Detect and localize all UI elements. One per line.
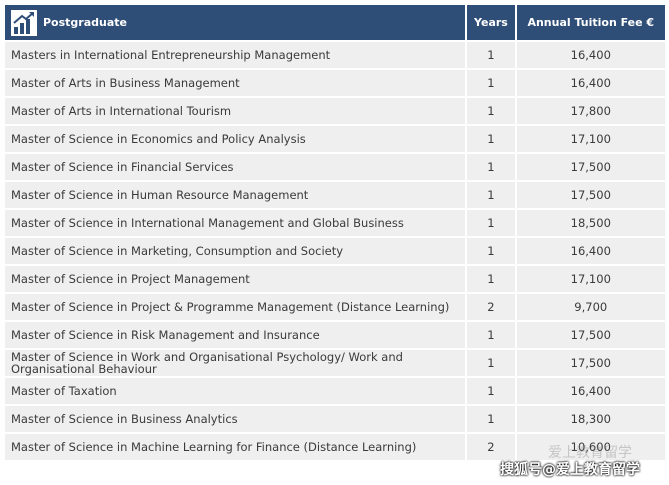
table-body: Masters in International Entrepreneurshi… — [5, 42, 665, 460]
fee-cell: 16,400 — [516, 378, 665, 404]
years-cell: 1 — [467, 154, 515, 180]
program-cell: Masters in International Entrepreneurshi… — [5, 42, 466, 68]
header-cell: Postgraduate — [5, 5, 466, 40]
table-row: Masters in International Entrepreneurshi… — [5, 42, 665, 68]
table-row: Master of Arts in International Tourism 1… — [5, 98, 665, 124]
program-cell: Master of Science in Financial Services — [5, 154, 466, 180]
header-row: Postgraduate Years Annual Tuition Fee € — [5, 5, 665, 40]
program-cell: Master of Science in Project & Programme… — [5, 294, 466, 320]
program-cell: Master of Taxation — [5, 378, 466, 404]
program-cell: Master of Science in Machine Learning fo… — [5, 434, 466, 460]
watermark: 爱上教育留学 — [548, 445, 632, 461]
table-row: Master of Science in Work and Organisati… — [5, 350, 665, 376]
program-cell: Master of Arts in International Tourism — [5, 98, 466, 124]
table-row: Master of Science in Machine Learning fo… — [5, 434, 665, 460]
program-cell: Master of Science in Human Resource Mana… — [5, 182, 466, 208]
program-cell: Master of Science in International Manag… — [5, 210, 466, 236]
years-cell: 1 — [467, 98, 515, 124]
years-cell: 1 — [467, 238, 515, 264]
fee-cell: 17,100 — [516, 266, 665, 292]
program-cell: Master of Arts in Business Management — [5, 70, 466, 96]
years-cell: 1 — [467, 70, 515, 96]
program-cell: Master of Science in Risk Management and… — [5, 322, 466, 348]
table-row: Master of Science in Project & Programme… — [5, 294, 665, 320]
years-cell: 1 — [467, 126, 515, 152]
fee-cell: 17,500 — [516, 322, 665, 348]
fee-cell: 18,300 — [516, 406, 665, 432]
table-row: Master of Science in Economics and Polic… — [5, 126, 665, 152]
table-row: Master of Science in International Manag… — [5, 210, 665, 236]
watermark: 搜狐号@爱上教育留学 — [500, 462, 640, 478]
years-cell: 1 — [467, 406, 515, 432]
header-cell: Annual Tuition Fee € — [516, 5, 665, 40]
years-cell: 1 — [467, 210, 515, 236]
table-row: Master of Arts in Business Management 1 16… — [5, 70, 665, 96]
fee-cell: 17,500 — [516, 154, 665, 180]
table-row: Master of Science in Risk Management and… — [5, 322, 665, 348]
table-row: Master of Science in Business Analytics 1… — [5, 406, 665, 432]
years-cell: 1 — [467, 266, 515, 292]
header-cell: Years — [467, 5, 515, 40]
years-cell: 2 — [467, 434, 515, 460]
fee-cell: 17,500 — [516, 182, 665, 208]
table-row: Master of Taxation 1 16,400 — [5, 378, 665, 404]
chart-icon — [11, 9, 37, 36]
years-cell: 1 — [467, 322, 515, 348]
table-row: Master of Science in Marketing, Consumpt… — [5, 238, 665, 264]
fee-cell: 16,400 — [516, 70, 665, 96]
program-cell: Master of Science in Business Analytics — [5, 406, 466, 432]
fee-cell: 17,100 — [516, 126, 665, 152]
years-cell: 1 — [467, 350, 515, 376]
fee-cell: 17,800 — [516, 98, 665, 124]
fee-cell: 17,500 — [516, 350, 665, 376]
tuition-table: Postgraduate Years Annual Tuition Fee € … — [3, 3, 667, 462]
header-text: Postgraduate — [43, 16, 127, 29]
program-cell: Master of Science in Work and Organisati… — [5, 350, 466, 376]
years-cell: 1 — [467, 182, 515, 208]
table-row: Master of Science in Human Resource Mana… — [5, 182, 665, 208]
years-cell: 2 — [467, 294, 515, 320]
years-cell: 1 — [467, 378, 515, 404]
program-cell: Master of Science in Marketing, Consumpt… — [5, 238, 466, 264]
fee-cell: 10,600 — [516, 434, 665, 460]
program-cell: Master of Science in Project Management — [5, 266, 466, 292]
fee-cell: 16,400 — [516, 42, 665, 68]
years-cell: 1 — [467, 42, 515, 68]
table-row: Master of Science in Financial Services 1… — [5, 154, 665, 180]
fee-cell: 18,500 — [516, 210, 665, 236]
table-row: Master of Science in Project Management 1… — [5, 266, 665, 292]
fee-cell: 16,400 — [516, 238, 665, 264]
fee-cell: 9,700 — [516, 294, 665, 320]
program-cell: Master of Science in Economics and Polic… — [5, 126, 466, 152]
